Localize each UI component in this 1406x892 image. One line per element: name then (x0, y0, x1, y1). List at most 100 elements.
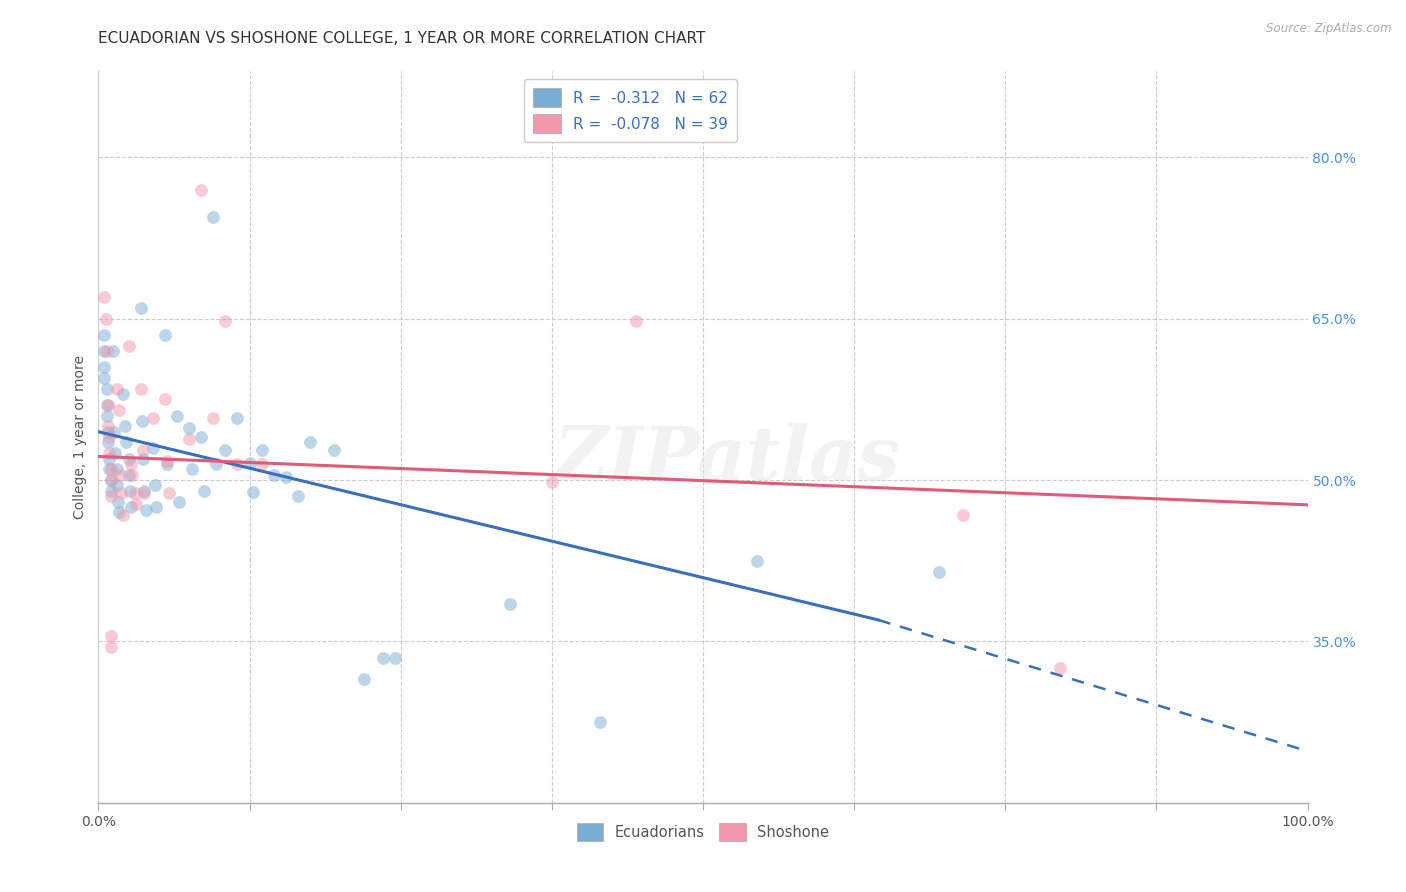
Point (134, 486, 156, 500)
Point (100, 489, 122, 503)
Point (100, 462, 122, 476)
Point (105, 462, 128, 476)
Point (96, 409, 118, 423)
Point (93, 371, 115, 385)
Point (132, 451, 155, 466)
Point (129, 382, 152, 396)
Point (179, 432, 201, 446)
Point (93, 290, 115, 304)
Point (193, 483, 215, 498)
Point (498, 597, 520, 611)
Point (202, 410, 225, 425)
Point (1049, 661, 1071, 675)
Point (142, 410, 165, 425)
Point (100, 629, 122, 643)
Point (118, 451, 141, 466)
Point (226, 457, 249, 471)
Point (107, 494, 129, 508)
Point (190, 183, 212, 197)
Point (93, 344, 115, 359)
Point (143, 478, 166, 492)
Point (274, 470, 297, 484)
Y-axis label: College, 1 year or more: College, 1 year or more (73, 355, 87, 519)
Point (93, 327, 115, 342)
Point (98, 430, 121, 444)
Text: Source: ZipAtlas.com: Source: ZipAtlas.com (1267, 22, 1392, 36)
Point (120, 500, 142, 514)
Point (108, 505, 131, 519)
Point (96, 398, 118, 412)
Point (114, 419, 136, 434)
Point (169, 494, 191, 508)
Point (105, 382, 128, 396)
Point (97, 419, 120, 434)
Text: ZIPatlas: ZIPatlas (554, 423, 901, 495)
Point (190, 430, 212, 444)
Point (263, 467, 285, 482)
Point (93, 360, 115, 375)
Point (180, 462, 202, 476)
Point (589, 715, 612, 730)
Point (118, 338, 141, 352)
Point (135, 503, 157, 517)
Point (118, 467, 141, 482)
Point (129, 301, 152, 315)
Point (98, 451, 121, 466)
Point (98, 462, 121, 476)
Point (384, 650, 406, 665)
Point (96, 382, 118, 396)
Point (626, 314, 648, 328)
Point (250, 457, 273, 471)
Point (250, 442, 273, 457)
Point (100, 473, 122, 487)
Point (153, 392, 176, 407)
Point (124, 486, 146, 500)
Point (179, 421, 201, 435)
Point (239, 456, 262, 470)
Point (120, 457, 142, 471)
Point (157, 486, 180, 500)
Point (98, 446, 121, 460)
Point (103, 425, 125, 439)
Point (132, 442, 155, 457)
Point (156, 457, 179, 471)
Point (287, 489, 309, 503)
Point (111, 508, 134, 522)
Point (100, 473, 122, 487)
Point (96, 344, 118, 359)
Point (299, 435, 322, 450)
Legend: Ecuadorians, Shoshone: Ecuadorians, Shoshone (571, 817, 835, 847)
Point (952, 508, 974, 522)
Point (97, 398, 120, 412)
Point (108, 403, 131, 417)
Point (747, 554, 769, 568)
Point (121, 467, 143, 482)
Point (131, 414, 153, 428)
Point (153, 327, 176, 342)
Point (111, 387, 134, 401)
Point (226, 410, 249, 425)
Point (928, 565, 950, 579)
Point (118, 483, 141, 498)
Point (115, 435, 138, 450)
Point (371, 650, 394, 665)
Point (101, 344, 124, 359)
Point (204, 457, 226, 471)
Point (134, 483, 156, 498)
Point (110, 486, 132, 500)
Point (156, 454, 179, 468)
Point (94, 311, 117, 326)
Point (104, 446, 127, 460)
Point (202, 210, 225, 224)
Point (108, 467, 131, 482)
Point (100, 640, 122, 654)
Text: ECUADORIAN VS SHOSHONE COLLEGE, 1 YEAR OR MORE CORRELATION CHART: ECUADORIAN VS SHOSHONE COLLEGE, 1 YEAR O… (98, 31, 706, 46)
Point (166, 409, 188, 423)
Point (100, 483, 122, 498)
Point (323, 442, 346, 457)
Point (97, 435, 120, 450)
Point (97, 425, 120, 439)
Point (145, 500, 167, 514)
Point (214, 442, 236, 457)
Point (353, 672, 375, 686)
